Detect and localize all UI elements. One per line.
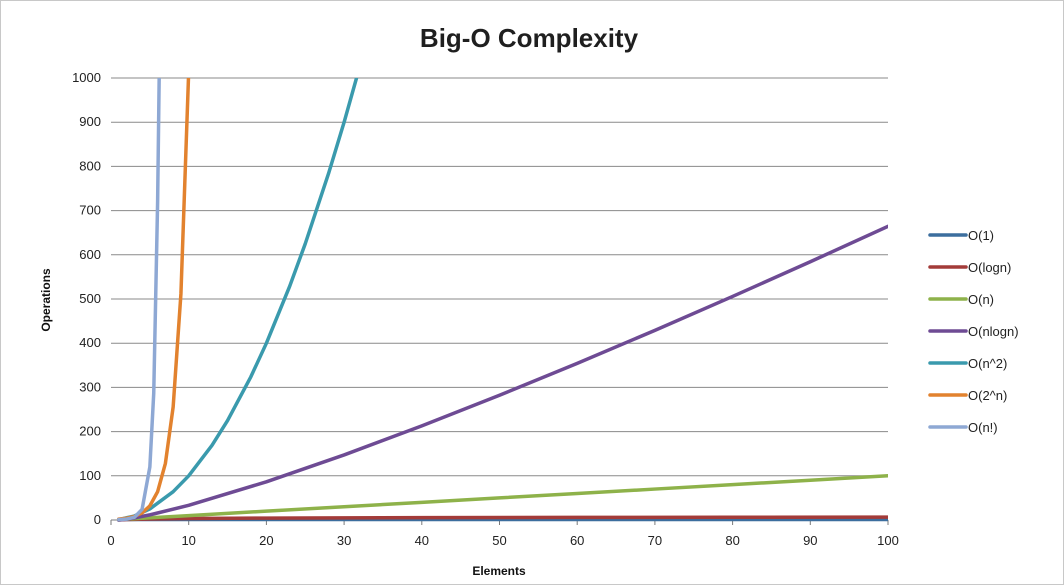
y-tick-label: 0 <box>94 512 101 527</box>
legend-label-1: O(logn) <box>968 260 1011 275</box>
y-tick-label: 800 <box>79 158 101 173</box>
tick-labels: 0 100 200 300 400 500 600 700 800 900 1000 0 10 20 30 4… <box>72 70 899 548</box>
x-tick-label: 100 <box>877 533 899 548</box>
legend-label-2: O(n) <box>968 292 994 307</box>
series-line-2 <box>117 474 888 522</box>
y-tick-label: 300 <box>79 379 101 394</box>
x-tick-label: 0 <box>107 533 114 548</box>
legend-label-6: O(n!) <box>968 420 998 435</box>
legend-label-0: O(1) <box>968 228 994 243</box>
y-tick-label: 700 <box>79 203 101 218</box>
series-line-6 <box>117 78 161 522</box>
gridlines <box>111 77 888 477</box>
x-tick-label: 60 <box>570 533 584 548</box>
y-tick-label: 400 <box>79 335 101 350</box>
legend-label-5: O(2^n) <box>968 388 1007 403</box>
y-tick-label: 1000 <box>72 70 101 85</box>
x-tick-label: 40 <box>415 533 429 548</box>
legend-label-4: O(n^2) <box>968 356 1007 371</box>
y-tick-label: 900 <box>79 114 101 129</box>
y-tick-label: 600 <box>79 247 101 262</box>
x-axis-label: Elements <box>472 564 526 578</box>
y-tick-label: 500 <box>79 291 101 306</box>
y-axis-label: Operations <box>39 268 53 332</box>
x-tick-label: 80 <box>725 533 739 548</box>
x-tick-label: 50 <box>492 533 506 548</box>
x-tick-label: 70 <box>648 533 662 548</box>
legend: O(1) O(logn) O(n) O(nlogn) O(n^2) O(2^n) O(n!) <box>928 228 1019 435</box>
x-tick-label: 10 <box>181 533 195 548</box>
series-lines <box>117 78 888 522</box>
x-tick-label: 20 <box>259 533 273 548</box>
y-tick-label: 100 <box>79 468 101 483</box>
y-tick-label: 200 <box>79 424 101 439</box>
chart-title: Big-O Complexity <box>420 23 639 53</box>
legend-label-3: O(nlogn) <box>968 324 1019 339</box>
x-tick-label: 30 <box>337 533 351 548</box>
x-tick-label: 90 <box>803 533 817 548</box>
series-line-4 <box>117 78 359 522</box>
series-line-3 <box>117 224 888 522</box>
